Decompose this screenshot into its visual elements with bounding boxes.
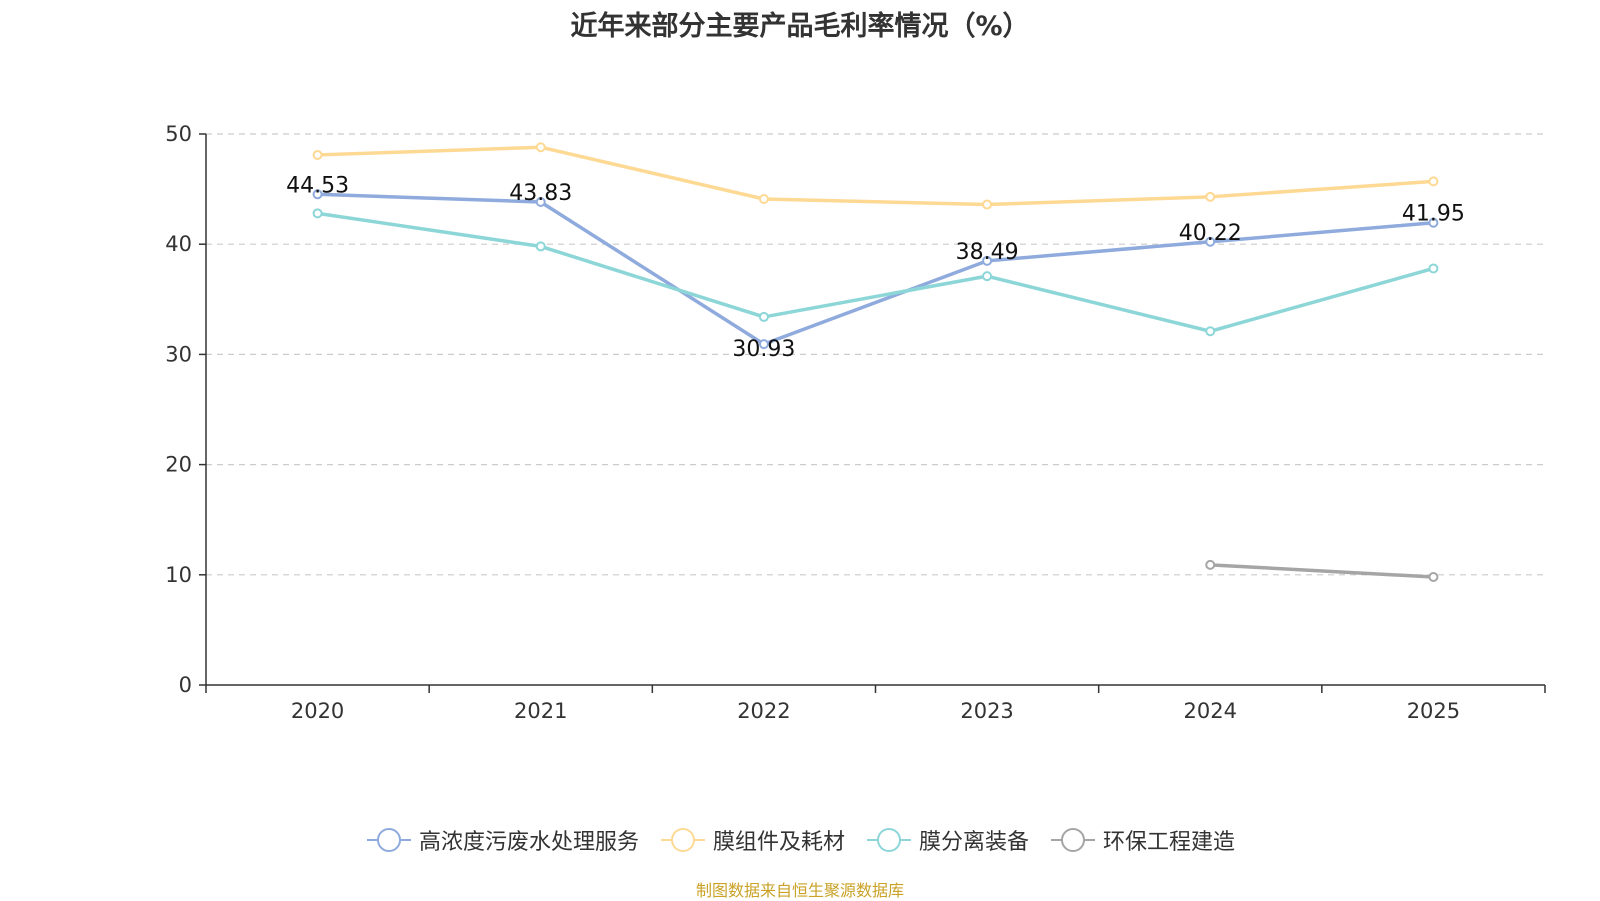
legend-label: 膜组件及耗材 — [712, 830, 845, 855]
y-tick-label: 20 — [165, 453, 192, 477]
x-tick-label: 2022 — [737, 699, 790, 723]
data-point — [1428, 572, 1439, 583]
data-point — [758, 194, 769, 205]
legend-item-high-concentration-wastewater[interactable]: 高浓度污废水处理服务 — [365, 824, 639, 856]
data-point — [535, 142, 546, 153]
legend-marker-icon — [366, 828, 411, 852]
data-point — [758, 339, 769, 350]
data-source-note: 制图数据来自恒生聚源数据库 — [695, 881, 904, 900]
y-tick-label: 10 — [165, 563, 192, 587]
x-tick-label: 2020 — [291, 699, 344, 723]
data-label: 30.93 — [732, 337, 795, 362]
legend-label: 高浓度污废水处理服务 — [418, 830, 639, 855]
x-tick-label: 2025 — [1407, 699, 1460, 723]
x-tick-label: 2023 — [960, 699, 1013, 723]
data-point — [982, 199, 993, 210]
legend-item-membrane-separation-equipment[interactable]: 膜分离装备 — [865, 824, 1029, 856]
x-tick-label: 2024 — [1184, 699, 1237, 723]
chart-title: 近年来部分主要产品毛利率情况（%） — [570, 11, 1030, 42]
data-label: 43.83 — [509, 181, 572, 206]
data-point — [312, 208, 323, 219]
legend-marker-icon — [867, 828, 911, 852]
data-label: 38.49 — [956, 240, 1019, 265]
y-tick-label: 30 — [165, 342, 192, 366]
data-point — [1205, 559, 1216, 570]
data-point — [535, 241, 546, 252]
legend-item-environmental-engineering[interactable]: 环保工程建造 — [1049, 824, 1235, 856]
legend-marker-icon — [660, 828, 705, 852]
legend-label: 膜分离装备 — [919, 830, 1030, 855]
data-point — [758, 311, 769, 322]
x-tick-label: 2021 — [514, 699, 567, 723]
data-point — [1205, 191, 1216, 202]
data-point — [982, 255, 993, 266]
data-point — [1428, 176, 1439, 187]
data-point — [312, 149, 323, 160]
data-point — [1205, 326, 1216, 337]
legend: 高浓度污废水处理服务 膜组件及耗材 膜分离装备 环保工程建造 — [0, 820, 1600, 860]
data-point — [535, 196, 546, 207]
data-point — [1428, 217, 1439, 228]
data-point — [1205, 236, 1216, 247]
data-label: 44.53 — [286, 173, 349, 198]
legend-label: 环保工程建造 — [1103, 830, 1236, 855]
series-line-0 — [317, 192, 1434, 346]
data-point — [1428, 263, 1439, 274]
y-tick-label: 50 — [165, 122, 192, 146]
data-label: 41.95 — [1402, 202, 1465, 227]
data-point — [982, 271, 993, 282]
legend-item-membrane-components[interactable]: 膜组件及耗材 — [659, 824, 845, 856]
series-line-3 — [1210, 563, 1434, 579]
y-tick-label: 40 — [165, 232, 192, 256]
y-tick-label: 0 — [179, 673, 192, 697]
data-label: 40.22 — [1179, 221, 1242, 246]
legend-marker-icon — [1051, 828, 1096, 852]
series-line-2 — [317, 211, 1434, 334]
series-line-1 — [317, 145, 1434, 207]
data-point — [312, 189, 323, 200]
